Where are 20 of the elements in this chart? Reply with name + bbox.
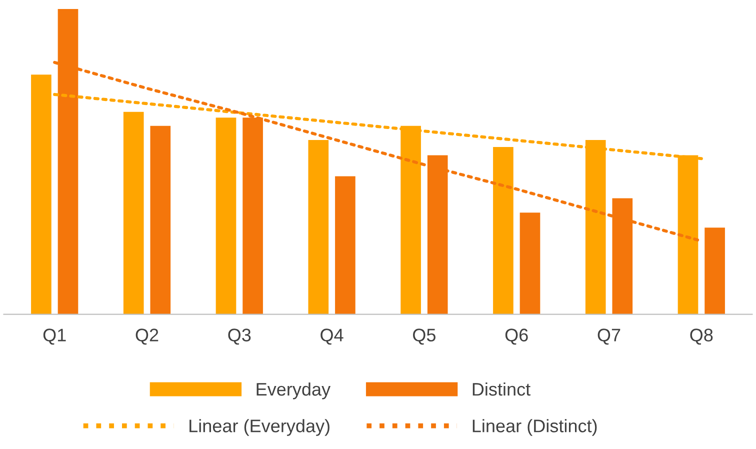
bar bbox=[308, 140, 329, 314]
x-tick-label: Q4 bbox=[320, 328, 344, 345]
legend-label: Linear (Everyday) bbox=[190, 419, 330, 436]
x-tick-label: Q1 bbox=[43, 328, 66, 345]
bar bbox=[520, 212, 540, 314]
x-tick-label: Q2 bbox=[136, 328, 158, 345]
bar bbox=[493, 146, 514, 314]
bar bbox=[150, 126, 171, 314]
x-tick-label: Q5 bbox=[413, 328, 436, 345]
x-tick-label: Q3 bbox=[228, 328, 251, 345]
legend-label: Linear (Distinct) bbox=[472, 419, 597, 436]
x-tick-label: Q7 bbox=[598, 328, 620, 345]
bar bbox=[123, 112, 144, 314]
bar bbox=[335, 176, 356, 314]
legend-label: Distinct bbox=[472, 382, 530, 396]
bar bbox=[216, 118, 236, 314]
x-tick-label: Q8 bbox=[690, 328, 713, 345]
legend-label: Everyday bbox=[256, 382, 331, 400]
x-tick-label: Q6 bbox=[505, 328, 528, 345]
bar bbox=[704, 228, 725, 314]
